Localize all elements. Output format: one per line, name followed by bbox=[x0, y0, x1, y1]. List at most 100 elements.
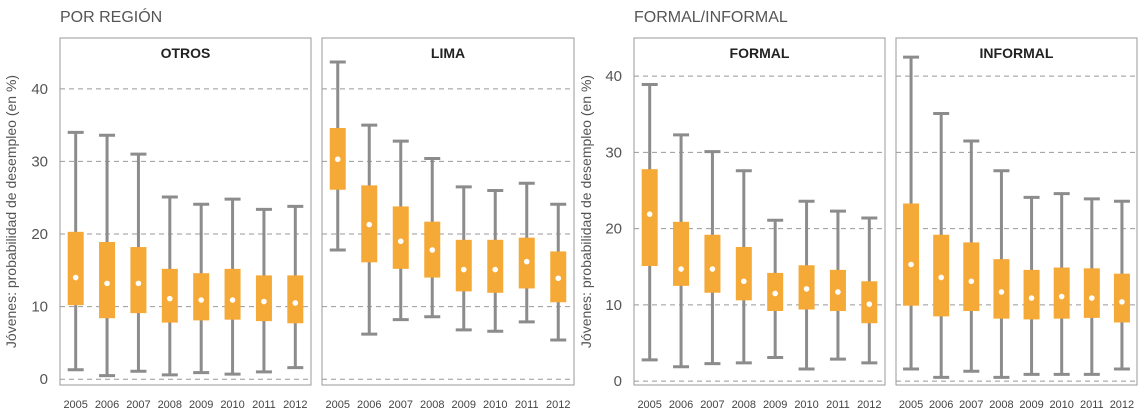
panel-title: INFORMAL bbox=[980, 45, 1054, 61]
box-2009: 2009 bbox=[1019, 195, 1044, 411]
panel-frame bbox=[59, 37, 312, 386]
median-dot bbox=[1089, 295, 1095, 301]
x-tick-label: 2012 bbox=[546, 399, 570, 411]
median-dot bbox=[938, 274, 944, 281]
median-dot bbox=[709, 266, 716, 272]
x-tick-label: 2012 bbox=[857, 399, 881, 411]
iqr-box bbox=[487, 239, 504, 293]
x-tick-label: 2012 bbox=[1110, 399, 1134, 411]
y-tick-label: 10 bbox=[605, 297, 622, 314]
median-dot bbox=[772, 290, 778, 297]
y-tick-label: 40 bbox=[605, 68, 622, 85]
median-dot bbox=[429, 247, 436, 253]
median-dot bbox=[229, 297, 236, 303]
median-dot bbox=[1119, 299, 1125, 305]
box-2007: 2007 bbox=[959, 139, 984, 411]
median-dot bbox=[492, 266, 499, 273]
box-2006: 2006 bbox=[95, 133, 119, 411]
panel-frame bbox=[895, 37, 1138, 386]
iqr-box bbox=[903, 203, 920, 306]
iqr-box bbox=[735, 246, 752, 301]
x-tick-label: 2010 bbox=[483, 399, 507, 411]
iqr-box bbox=[993, 259, 1010, 319]
box-2010: 2010 bbox=[794, 199, 819, 411]
median-dot bbox=[292, 300, 299, 306]
section-title-formal-informal: FORMAL/INFORMAL bbox=[634, 9, 788, 26]
median-dot bbox=[334, 156, 341, 163]
iqr-box bbox=[67, 231, 84, 306]
iqr-box bbox=[704, 234, 721, 293]
median-dot bbox=[104, 280, 110, 287]
box-2010: 2010 bbox=[220, 197, 245, 411]
iqr-box bbox=[1083, 268, 1100, 318]
y-tick-label: 30 bbox=[605, 144, 622, 161]
median-dot bbox=[366, 221, 373, 228]
median-dot bbox=[998, 289, 1005, 295]
x-tick-label: 2006 bbox=[929, 399, 953, 411]
x-tick-label: 2007 bbox=[389, 399, 413, 411]
x-tick-label: 2012 bbox=[283, 399, 307, 411]
y-tick-label: 40 bbox=[31, 81, 48, 98]
y-axis-label: Jóvenes: probabilidad de desempleo (en %… bbox=[3, 75, 19, 348]
charts-group: 0 10 20 30 40 Jóvenes: probabilidad de desemp… bbox=[3, 37, 1138, 411]
x-tick-label: 2010 bbox=[1049, 399, 1073, 411]
box-2010: 2010 bbox=[483, 188, 507, 411]
x-tick-label: 2011 bbox=[826, 399, 850, 411]
panel-formal: FORMAL 2005 2006 2007 2008 2009 2010 2011 2012 bbox=[633, 37, 886, 411]
median-dot bbox=[866, 301, 873, 307]
x-tick-label: 2008 bbox=[989, 399, 1013, 411]
iqr-box bbox=[1023, 269, 1040, 320]
x-tick-label: 2011 bbox=[1080, 399, 1104, 411]
x-tick-label: 2011 bbox=[252, 399, 276, 411]
box-2012: 2012 bbox=[283, 204, 308, 411]
median-dot bbox=[397, 238, 404, 245]
y-tick-label: 30 bbox=[31, 153, 48, 170]
x-tick-label: 2009 bbox=[189, 399, 213, 411]
x-tick-label: 2008 bbox=[420, 399, 444, 411]
x-tick-label: 2007 bbox=[700, 399, 724, 411]
box-2010: 2010 bbox=[1049, 192, 1074, 411]
x-tick-label: 2006 bbox=[357, 399, 381, 411]
box-2007: 2007 bbox=[126, 152, 151, 411]
x-tick-label: 2008 bbox=[732, 399, 756, 411]
box-2011: 2011 bbox=[1080, 197, 1104, 411]
median-dot bbox=[167, 295, 173, 302]
box-2011: 2011 bbox=[515, 181, 539, 411]
iqr-box bbox=[99, 241, 116, 319]
median-dot bbox=[523, 258, 530, 265]
iqr-box bbox=[161, 268, 178, 323]
x-tick-label: 2009 bbox=[763, 399, 787, 411]
box-2008: 2008 bbox=[420, 157, 444, 411]
box-2012: 2012 bbox=[857, 216, 882, 411]
x-tick-label: 2009 bbox=[1019, 399, 1043, 411]
panel-otros: OTROS 2005 2006 2007 2008 2009 2010 2011 2012 bbox=[59, 37, 312, 411]
median-dot bbox=[555, 275, 562, 282]
iqr-box bbox=[963, 242, 980, 312]
panel-title: LIMA bbox=[431, 45, 465, 61]
iqr-box bbox=[455, 239, 472, 292]
box-2005: 2005 bbox=[63, 130, 88, 411]
panel-title: OTROS bbox=[161, 45, 211, 61]
x-tick-label: 2008 bbox=[158, 399, 182, 411]
x-tick-label: 2007 bbox=[959, 399, 983, 411]
y-tick-label: 0 bbox=[614, 373, 622, 390]
median-dot bbox=[261, 298, 267, 305]
x-tick-label: 2010 bbox=[794, 399, 818, 411]
iqr-box bbox=[1053, 267, 1070, 319]
box-2005: 2005 bbox=[899, 55, 923, 411]
box-2005: 2005 bbox=[637, 83, 662, 411]
median-dot bbox=[803, 286, 810, 292]
box-2005: 2005 bbox=[326, 60, 350, 411]
x-tick-label: 2005 bbox=[63, 399, 87, 411]
y-tick-label: 20 bbox=[605, 221, 622, 238]
median-dot bbox=[908, 261, 914, 268]
panel-frame bbox=[633, 37, 886, 386]
iqr-box bbox=[224, 268, 241, 320]
x-tick-label: 2006 bbox=[95, 399, 119, 411]
median-dot bbox=[968, 278, 975, 285]
box-2008: 2008 bbox=[989, 169, 1014, 411]
x-tick-label: 2011 bbox=[515, 399, 539, 411]
panel-lima: LIMA 2005 2006 2007 2008 2009 2010 2011 2012 bbox=[321, 37, 575, 411]
box-2006: 2006 bbox=[357, 123, 381, 411]
